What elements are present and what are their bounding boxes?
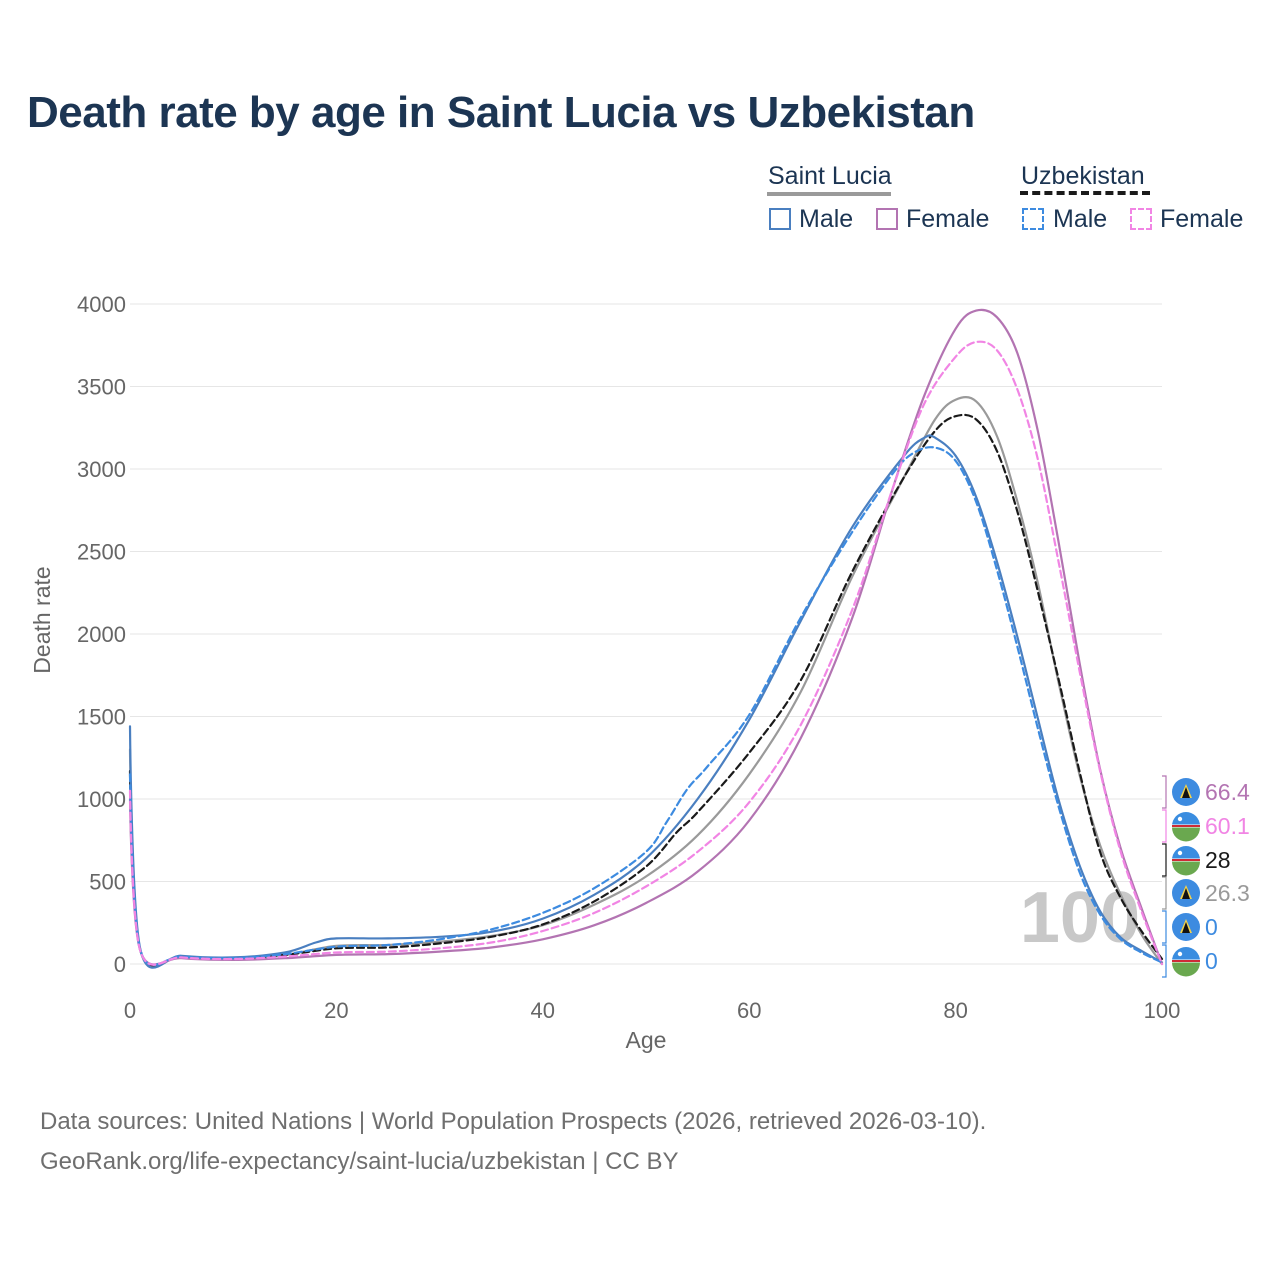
flag-green-band <box>1172 962 1200 977</box>
legend-swatch-saint-lucia-female[interactable] <box>876 208 898 230</box>
y-tick-label: 1000 <box>77 787 126 812</box>
legend-country-saint-lucia: Saint Lucia <box>768 162 892 190</box>
end-value-label: 0 <box>1205 948 1218 974</box>
series-lines <box>128 308 1164 969</box>
end-label-connector <box>1162 944 1167 978</box>
y-tick-label: 3500 <box>77 375 126 400</box>
end-value-label: 60.1 <box>1205 813 1250 839</box>
legend-label-saint-lucia-female[interactable]: Female <box>906 205 990 233</box>
end-value-label: 66.4 <box>1205 779 1250 805</box>
end-value-label: 0 <box>1205 914 1218 940</box>
flag-crescent <box>1177 816 1183 822</box>
end-label-connector <box>1162 843 1167 877</box>
series-line-sl_male[interactable] <box>128 434 1164 969</box>
y-tick-label: 2500 <box>77 540 126 565</box>
x-tick-label: 40 <box>531 998 555 1023</box>
source-line-2[interactable]: GeoRank.org/life-expectancy/saint-lucia/… <box>40 1148 679 1175</box>
legend-country-uzbekistan: Uzbekistan <box>1021 162 1145 190</box>
x-tick-label: 0 <box>124 998 136 1023</box>
y-tick-label: 4000 <box>77 292 126 317</box>
flag-triangle-inner <box>1182 922 1190 933</box>
saint-lucia-flag-icon <box>1172 913 1200 941</box>
flag-blue-band <box>1172 812 1200 826</box>
end-label-connector <box>1162 809 1167 843</box>
end-value-label: 26.3 <box>1205 880 1250 906</box>
y-axis-ticks: 0 500 1000 1500 2000 2500 3000 3500 4000 <box>77 292 126 977</box>
flag-green-band <box>1172 861 1200 876</box>
source-line-1: Data sources: United Nations | World Pop… <box>40 1108 987 1135</box>
x-tick-label: 80 <box>943 998 967 1023</box>
y-tick-label: 500 <box>89 870 126 895</box>
y-tick-label: 3000 <box>77 457 126 482</box>
flag-triangle-inner <box>1182 787 1190 798</box>
uzbekistan-flag-icon <box>1172 812 1200 842</box>
series-line-uz_male[interactable] <box>128 446 1164 967</box>
series-line-uz_total[interactable] <box>128 413 1164 967</box>
end-label-connector <box>1162 910 1167 944</box>
flag-blue-band <box>1172 846 1200 860</box>
legend-label-uzbekistan-male[interactable]: Male <box>1053 205 1108 233</box>
legend-line-uzbekistan <box>1020 191 1150 195</box>
y-tick-label: 2000 <box>77 622 126 647</box>
saint-lucia-flag-icon <box>1172 778 1200 806</box>
x-tick-label: 100 <box>1144 998 1181 1023</box>
grid-lines <box>130 303 1162 965</box>
x-axis-label: Age <box>626 1027 667 1053</box>
uzbekistan-flag-icon <box>1172 846 1200 876</box>
end-label-connector <box>1162 876 1167 910</box>
x-tick-label: 60 <box>737 998 761 1023</box>
x-axis-ticks: 0 20 40 60 80 100 <box>124 998 1180 1023</box>
uzbekistan-flag-icon <box>1172 947 1200 977</box>
series-line-uz_female[interactable] <box>128 340 1164 966</box>
chart-title: Death rate by age in Saint Lucia vs Uzbe… <box>27 88 975 137</box>
y-tick-label: 0 <box>114 952 126 977</box>
legend-label-saint-lucia-male[interactable]: Male <box>799 205 854 233</box>
legend-swatch-saint-lucia-male[interactable] <box>769 208 791 230</box>
flag-red-stripe <box>1172 960 1200 962</box>
flag-green-band <box>1172 827 1200 842</box>
flag-crescent <box>1177 951 1183 957</box>
end-label-connector <box>1162 775 1167 809</box>
flag-crescent <box>1177 850 1183 856</box>
legend-swatch-uzbekistan-female[interactable] <box>1130 208 1152 230</box>
flag-blue-band <box>1172 947 1200 961</box>
flag-red-stripe <box>1172 825 1200 827</box>
legend-swatch-uzbekistan-male[interactable] <box>1022 208 1044 230</box>
saint-lucia-flag-icon <box>1172 879 1200 907</box>
end-value-label: 28 <box>1205 847 1231 873</box>
flag-triangle-inner <box>1182 888 1190 899</box>
flag-red-stripe <box>1172 859 1200 861</box>
age-watermark: 100 <box>1020 878 1140 958</box>
series-line-sl_female[interactable] <box>128 308 1164 966</box>
legend-label-uzbekistan-female[interactable]: Female <box>1160 205 1244 233</box>
legend-line-saint-lucia <box>767 192 891 196</box>
x-tick-label: 20 <box>324 998 348 1023</box>
y-axis-label: Death rate <box>29 566 55 673</box>
end-labels: 66.4 60.1 28 26.3 0 0 <box>1162 775 1250 978</box>
y-tick-label: 1500 <box>77 705 126 730</box>
